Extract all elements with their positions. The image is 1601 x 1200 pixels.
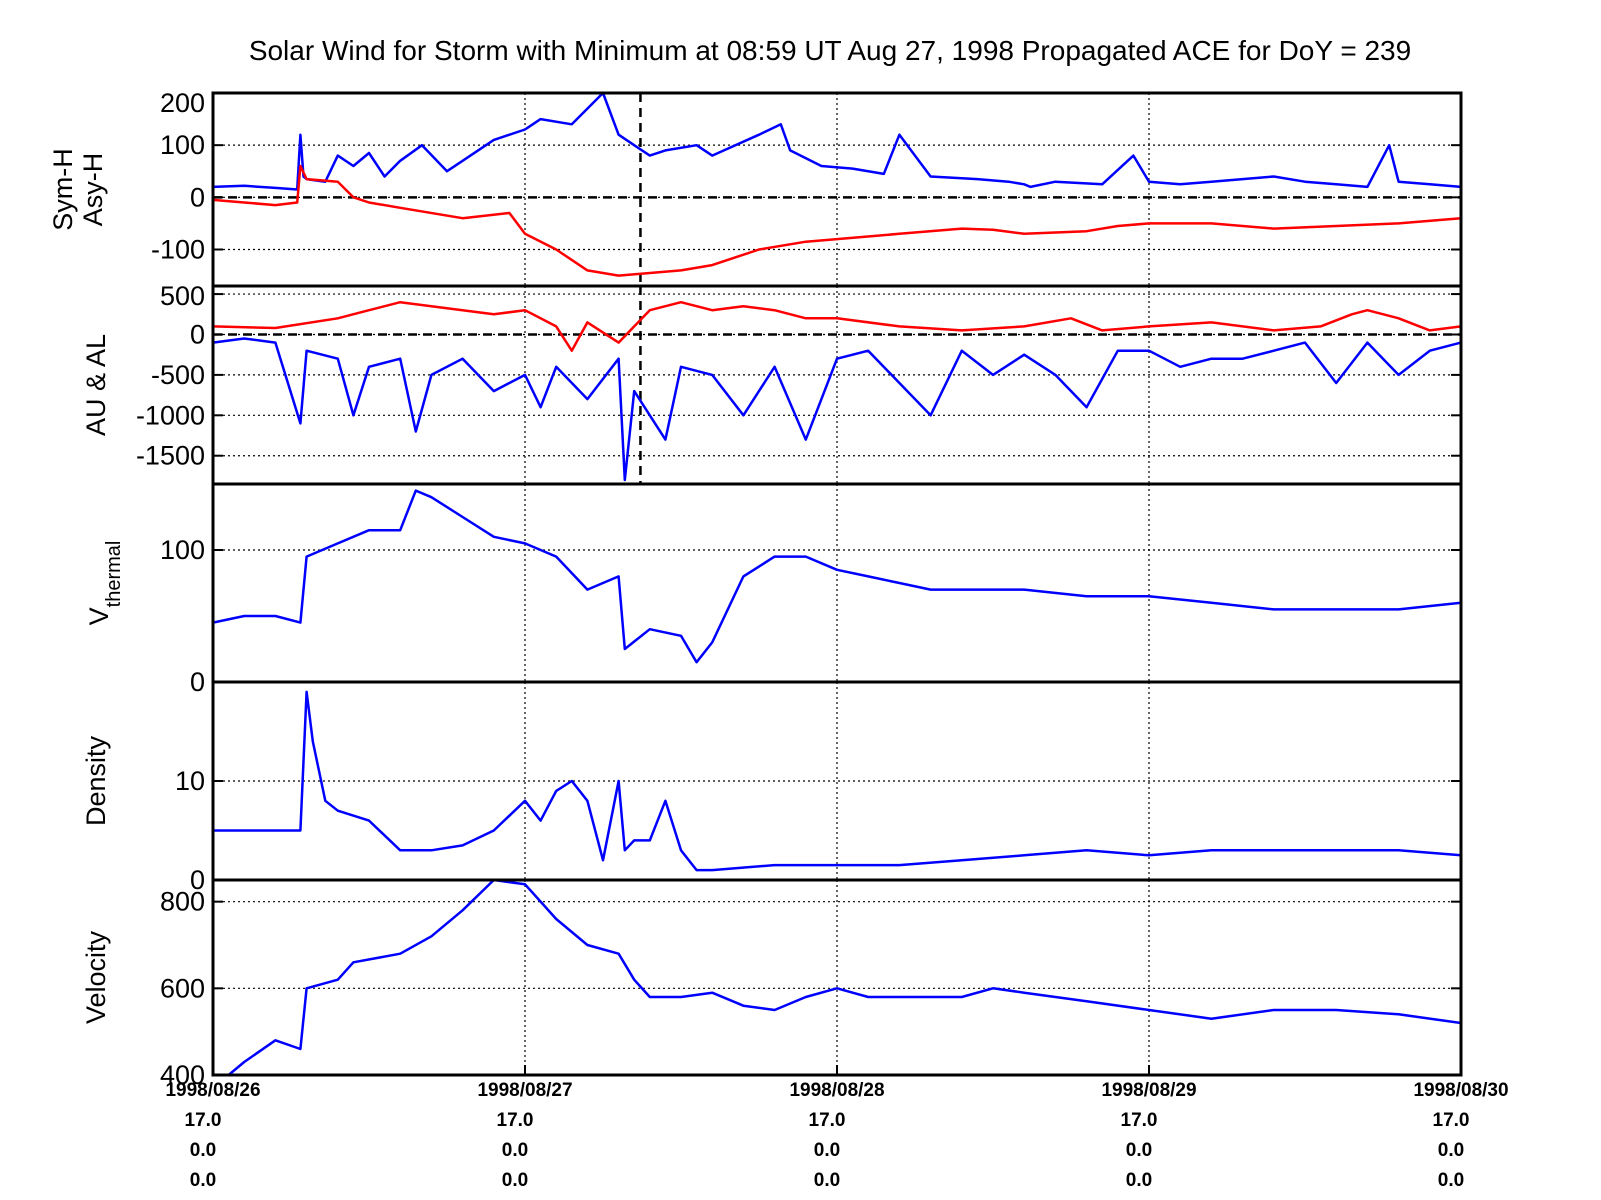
x-tick-line1: 17.0 (497, 1110, 534, 1131)
chart-title: Solar Wind for Storm with Minimum at 08:… (249, 35, 1411, 66)
x-tick-line1: 17.0 (809, 1110, 846, 1131)
x-tick-line3: 0.0 (1438, 1170, 1464, 1191)
series-line-blue (212, 91, 1462, 191)
panel-velocity: 800 600 400 Velocity (81, 878, 1463, 1090)
y-axis-label: Density (81, 735, 111, 826)
y-tick-label: 10 (175, 766, 205, 796)
y-tick-label: 200 (160, 88, 205, 118)
panels: 2001000-100Sym-HAsy-H5000-500-1000-1500A… (48, 88, 1463, 1090)
panel-au-al: 500 0 -500 -1000 -1500 AU & AL (81, 281, 1463, 486)
y-tick-label: 600 (160, 973, 205, 1003)
x-tick-line3: 0.0 (190, 1170, 216, 1191)
y-axis-label-subscript: thermal (103, 541, 125, 608)
y-tick-label: 0 (190, 182, 205, 212)
panel-vthermal: 100 0 Vthermal (84, 482, 1463, 697)
y-axis-label-line: Asy-H (78, 153, 108, 227)
x-tick-date: 1998/08/27 (477, 1080, 572, 1101)
x-axis-labels: 1998/08/26 17.0 0.0 0.0 1998/08/27 17.0 0.0 0.0… (165, 1065, 1509, 1191)
panel-frame (211, 284, 1463, 486)
y-tick-label: 0 (190, 865, 205, 895)
x-tick-line1: 17.0 (1433, 1110, 1470, 1131)
x-tick-date: 1998/08/29 (1101, 1080, 1196, 1101)
x-tick-line2: 0.0 (814, 1140, 840, 1161)
y-tick-label: -1000 (136, 400, 205, 430)
x-tick-line2: 0.0 (1126, 1140, 1152, 1161)
series-line-blue (212, 489, 1462, 664)
y-tick-label: 100 (160, 130, 205, 160)
y-tick-label: 400 (160, 1060, 205, 1090)
x-tick-date: 1998/08/26 (165, 1080, 260, 1101)
series-line-blue (213, 690, 1462, 872)
y-axis-label-main: V (84, 607, 114, 625)
panel-symh-asyh: 200 100 0 -100 Sym-HAsy-H (48, 88, 1463, 288)
series-line-red (212, 300, 1462, 352)
y-tick-label: -1500 (136, 441, 205, 471)
y-tick-label: -100 (151, 234, 205, 264)
y-tick-label: 100 (160, 535, 205, 565)
y-axis-label: Vthermal (84, 541, 125, 626)
panel-density: 10 0 Density (81, 680, 1463, 895)
x-tick-line3: 0.0 (814, 1170, 840, 1191)
y-axis-label: Velocity (81, 930, 111, 1024)
series-line-red (212, 164, 1462, 277)
y-tick-label: 0 (190, 319, 205, 349)
x-tick-line2: 0.0 (502, 1140, 528, 1161)
y-tick-label: 800 (160, 887, 205, 917)
x-tick-date: 1998/08/28 (789, 1080, 884, 1101)
x-tick-line2: 0.0 (190, 1140, 216, 1161)
x-tick-line1: 17.0 (1121, 1110, 1158, 1131)
x-tick-line2: 0.0 (1438, 1140, 1464, 1161)
y-axis-label: AU & AL (81, 334, 111, 436)
panel-frame (211, 482, 1463, 684)
y-axis-label: Sym-HAsy-H (48, 148, 108, 231)
x-tick-date: 1998/08/30 (1413, 1080, 1508, 1101)
x-tick-line1: 17.0 (185, 1110, 222, 1131)
y-tick-label: -500 (151, 360, 205, 390)
x-tick-line3: 0.0 (502, 1170, 528, 1191)
y-axis-label-line: Sym-H (48, 148, 78, 231)
y-tick-label: 0 (190, 667, 205, 697)
x-tick-line3: 0.0 (1126, 1170, 1152, 1191)
series-line-blue (213, 878, 1462, 1077)
series-line-blue (212, 337, 1462, 482)
y-tick-label: 500 (160, 281, 205, 311)
